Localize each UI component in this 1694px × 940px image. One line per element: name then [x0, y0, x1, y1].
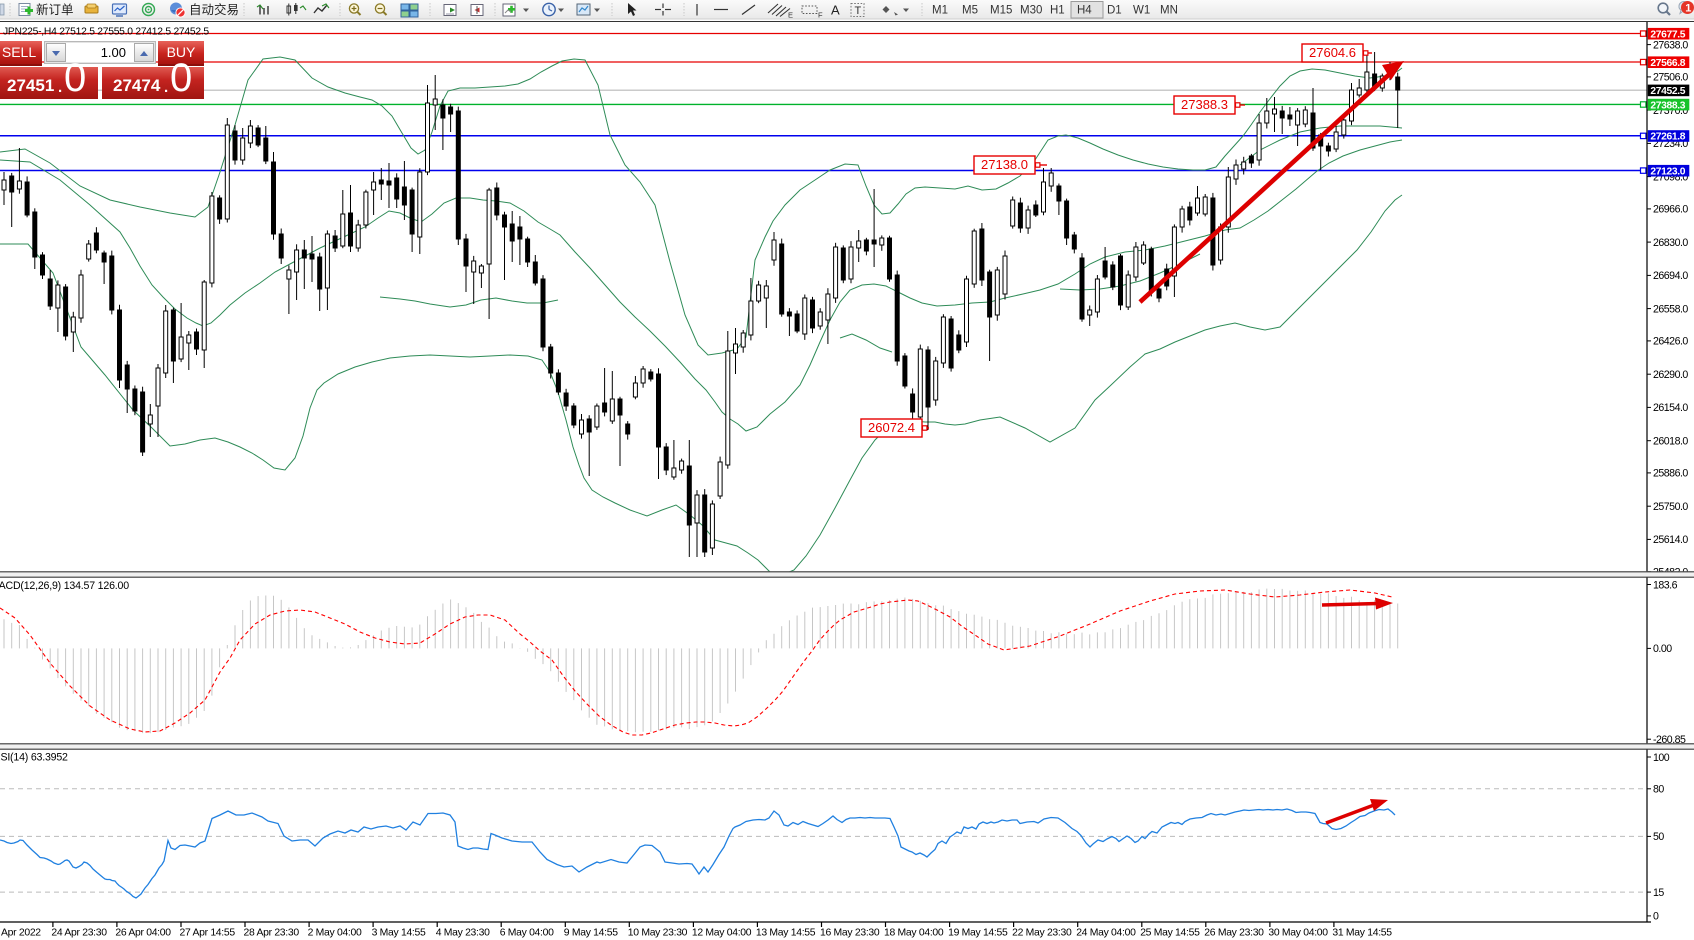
svg-text:183.6: 183.6: [1653, 579, 1678, 591]
svg-text:80: 80: [1653, 784, 1664, 796]
svg-text:24 May 04:00: 24 May 04:00: [1076, 928, 1136, 939]
svg-text:26290.0: 26290.0: [1653, 369, 1688, 381]
svg-text:A: A: [831, 3, 840, 18]
svg-text:26154.0: 26154.0: [1653, 402, 1688, 414]
svg-text:M30: M30: [1020, 5, 1042, 17]
svg-text:1: 1: [1685, 3, 1691, 15]
svg-text:0: 0: [1653, 911, 1659, 923]
svg-text:19 May 14:55: 19 May 14:55: [948, 928, 1008, 939]
svg-text:26830.0: 26830.0: [1653, 237, 1688, 249]
svg-text:E: E: [788, 11, 793, 20]
svg-text:JPN225-,H4 27512.5 27555.0 27: JPN225-,H4 27512.5 27555.0 27412.5 27452…: [3, 27, 209, 38]
svg-text:27261.8: 27261.8: [1650, 132, 1685, 143]
svg-text:T: T: [855, 5, 862, 17]
svg-text:22 May 23:30: 22 May 23:30: [1012, 928, 1072, 939]
svg-text:3 May 14:55: 3 May 14:55: [372, 928, 426, 939]
svg-text:RSI(14) 63.3952: RSI(14) 63.3952: [0, 752, 68, 764]
svg-text:H1: H1: [1050, 5, 1065, 17]
svg-text:27388.3: 27388.3: [1650, 100, 1685, 111]
svg-text:M15: M15: [990, 5, 1012, 17]
svg-text:-260.85: -260.85: [1653, 734, 1686, 746]
svg-text:26 Apr 04:00: 26 Apr 04:00: [115, 928, 171, 939]
svg-text:9 May 14:55: 9 May 14:55: [564, 928, 618, 939]
svg-text:4 May 23:30: 4 May 23:30: [436, 928, 490, 939]
svg-text:25886.0: 25886.0: [1653, 468, 1688, 480]
svg-text:27388.3: 27388.3: [1181, 97, 1228, 112]
svg-text:D1: D1: [1107, 5, 1122, 17]
svg-text:26966.0: 26966.0: [1653, 204, 1688, 216]
svg-text:27123.0: 27123.0: [1650, 166, 1685, 177]
svg-text:Apr 2022: Apr 2022: [1, 928, 41, 939]
svg-text:H4: H4: [1077, 5, 1092, 17]
svg-text:15: 15: [1653, 887, 1664, 899]
svg-text:18 May 04:00: 18 May 04:00: [884, 928, 944, 939]
svg-text:100: 100: [1653, 752, 1670, 764]
svg-text:26426.0: 26426.0: [1653, 336, 1688, 348]
svg-text:30 May 04:00: 30 May 04:00: [1268, 928, 1328, 939]
svg-text:26694.0: 26694.0: [1653, 270, 1688, 282]
svg-text:F: F: [818, 11, 823, 20]
svg-text:27506.0: 27506.0: [1653, 72, 1688, 84]
svg-text:31 May 14:55: 31 May 14:55: [1332, 928, 1392, 939]
svg-text:10 May 23:30: 10 May 23:30: [628, 928, 688, 939]
svg-text:26 May 23:30: 26 May 23:30: [1204, 928, 1264, 939]
svg-text:27 Apr 14:55: 27 Apr 14:55: [180, 928, 236, 939]
svg-text:12 May 04:00: 12 May 04:00: [692, 928, 752, 939]
svg-text:2 May 04:00: 2 May 04:00: [308, 928, 362, 939]
svg-text:27566.8: 27566.8: [1650, 58, 1685, 69]
svg-text:自动交易: 自动交易: [189, 2, 239, 17]
svg-text:MN: MN: [1160, 5, 1178, 17]
svg-text:25614.0: 25614.0: [1653, 534, 1688, 546]
svg-text:27604.6: 27604.6: [1309, 45, 1356, 60]
svg-text:27452.5: 27452.5: [1650, 86, 1685, 97]
svg-text:M5: M5: [962, 5, 978, 17]
svg-text:MACD(12,26,9) 134.57 126.00: MACD(12,26,9) 134.57 126.00: [0, 580, 129, 592]
svg-text:0.00: 0.00: [1653, 643, 1672, 655]
svg-text:W1: W1: [1133, 5, 1150, 17]
svg-text:6 May 04:00: 6 May 04:00: [500, 928, 554, 939]
svg-text:16 May 23:30: 16 May 23:30: [820, 928, 880, 939]
svg-text:27677.5: 27677.5: [1650, 29, 1685, 40]
svg-text:50: 50: [1653, 831, 1664, 843]
svg-text:25 May 14:55: 25 May 14:55: [1140, 928, 1200, 939]
svg-text:26558.0: 26558.0: [1653, 303, 1688, 315]
svg-text:新订单: 新订单: [36, 2, 74, 17]
svg-text:26018.0: 26018.0: [1653, 436, 1688, 448]
svg-text:26072.4: 26072.4: [868, 420, 915, 435]
svg-text:13 May 14:55: 13 May 14:55: [756, 928, 816, 939]
svg-text:24 Apr 23:30: 24 Apr 23:30: [51, 928, 107, 939]
svg-text:27138.0: 27138.0: [981, 157, 1028, 172]
svg-text:25750.0: 25750.0: [1653, 501, 1688, 513]
svg-text:28 Apr 23:30: 28 Apr 23:30: [244, 928, 300, 939]
svg-text:M1: M1: [932, 5, 948, 17]
svg-text:27638.0: 27638.0: [1653, 39, 1688, 51]
